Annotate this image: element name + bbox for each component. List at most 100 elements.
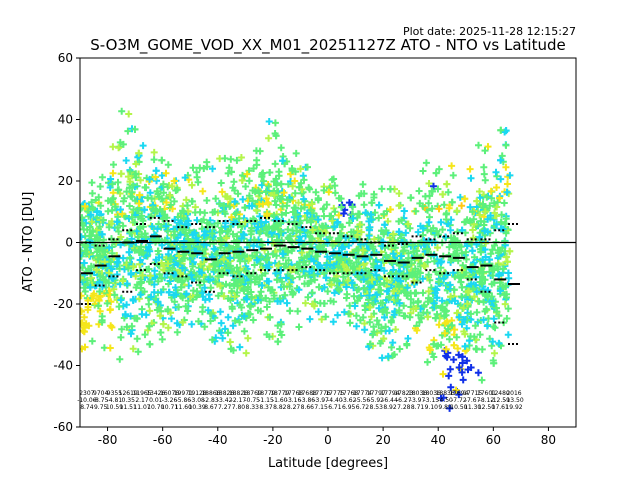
scatter-point <box>458 368 466 376</box>
bin-std-label: 8.27 <box>287 404 301 411</box>
scatter-point <box>277 320 285 328</box>
scatter-point <box>262 294 270 302</box>
scatter-point <box>302 299 309 307</box>
scatter-point <box>389 230 397 238</box>
scatter-point <box>200 278 208 286</box>
scatter-point <box>437 218 445 226</box>
scatter-point <box>251 261 258 269</box>
scatter-point <box>460 328 468 335</box>
scatter-point <box>431 289 439 297</box>
scatter-point <box>115 303 123 311</box>
scatter-point <box>476 233 484 241</box>
scatter-point <box>434 244 441 252</box>
bin-std-label: 6.71 <box>328 404 342 411</box>
scatter-point <box>320 186 328 194</box>
scatter-point <box>109 180 116 188</box>
scatter-point <box>448 198 456 206</box>
scatter-point <box>376 339 384 347</box>
scatter-point <box>469 226 477 234</box>
scatter-point <box>148 223 156 230</box>
scatter-point <box>93 248 101 256</box>
scatter-point <box>425 271 433 279</box>
scatter-point <box>95 193 103 201</box>
scatter-point <box>333 253 341 261</box>
scatter-point <box>228 303 236 311</box>
scatter-point <box>477 242 485 250</box>
scatter-point <box>233 232 241 240</box>
scatter-point <box>200 216 208 224</box>
scatter-point <box>127 271 135 278</box>
scatter-point <box>244 334 252 342</box>
scatter-point <box>338 244 346 252</box>
scatter-point <box>124 127 132 135</box>
scatter-point <box>419 289 427 297</box>
scatter-point <box>476 211 484 219</box>
scatter-point <box>385 294 393 301</box>
scatter-point <box>340 308 348 316</box>
scatter-point <box>280 283 288 291</box>
scatter-point <box>464 366 472 374</box>
bin-mean-label: -7.72 <box>451 397 467 404</box>
scatter-point <box>470 333 478 341</box>
bin-count-label: 17775 <box>325 390 344 397</box>
scatter-point <box>171 238 178 246</box>
scatter-point <box>184 221 192 229</box>
scatter-point <box>416 260 424 268</box>
scatter-point <box>378 227 385 235</box>
scatter-point <box>314 216 322 224</box>
scatter-point <box>240 312 248 320</box>
scatter-point <box>504 180 511 188</box>
scatter-point <box>86 232 94 240</box>
scatter-point <box>493 220 500 228</box>
bin-count-label: 18036 <box>422 390 441 397</box>
bin-std-label: 7.80 <box>232 404 246 411</box>
scatter-point <box>433 310 441 318</box>
scatter-point <box>356 221 364 229</box>
scatter-point <box>81 202 89 210</box>
scatter-point <box>374 234 382 242</box>
scatter-point <box>380 279 388 287</box>
scatter-point <box>495 272 503 280</box>
scatter-point <box>117 296 125 304</box>
bin-count-label: 18826 <box>229 390 248 397</box>
bin-count-label: 16076 <box>160 390 179 397</box>
scatter-point <box>339 261 347 268</box>
scatter-point <box>164 305 172 313</box>
scatter-point <box>282 209 290 217</box>
scatter-point <box>114 178 122 186</box>
scatter-point <box>136 247 144 254</box>
scatter-point <box>205 263 213 271</box>
scatter-point <box>113 218 121 226</box>
bin-count-label: 17774 <box>353 390 372 397</box>
scatter-point <box>97 202 105 210</box>
scatter-point <box>369 260 377 268</box>
scatter-point <box>236 318 243 326</box>
scatter-point <box>304 163 311 171</box>
scatter-point <box>175 252 183 260</box>
scatter-point <box>369 331 377 339</box>
scatter-point <box>489 272 497 279</box>
scatter-point <box>334 311 342 319</box>
scatter-point <box>120 314 128 322</box>
scatter-point <box>470 293 478 301</box>
scatter-point <box>107 265 115 273</box>
scatter-point <box>262 256 270 264</box>
scatter-point <box>247 303 255 311</box>
scatter-point <box>496 194 503 202</box>
scatter-point <box>450 286 458 294</box>
scatter-point <box>98 312 106 320</box>
scatter-point <box>272 132 280 140</box>
scatter-point <box>166 192 174 199</box>
scatter-point <box>308 200 316 208</box>
scatter-point <box>331 189 339 197</box>
bin-std-label: 9.10 <box>425 404 439 411</box>
scatter-point <box>320 212 328 220</box>
scatter-point <box>188 181 196 189</box>
scatter-point <box>396 345 404 353</box>
scatter-point <box>380 267 388 275</box>
scatter-point <box>109 169 117 177</box>
scatter-point <box>400 302 408 310</box>
scatter-point <box>162 169 170 177</box>
x-tick-label: 40 <box>431 433 446 447</box>
scatter-point <box>254 296 262 304</box>
